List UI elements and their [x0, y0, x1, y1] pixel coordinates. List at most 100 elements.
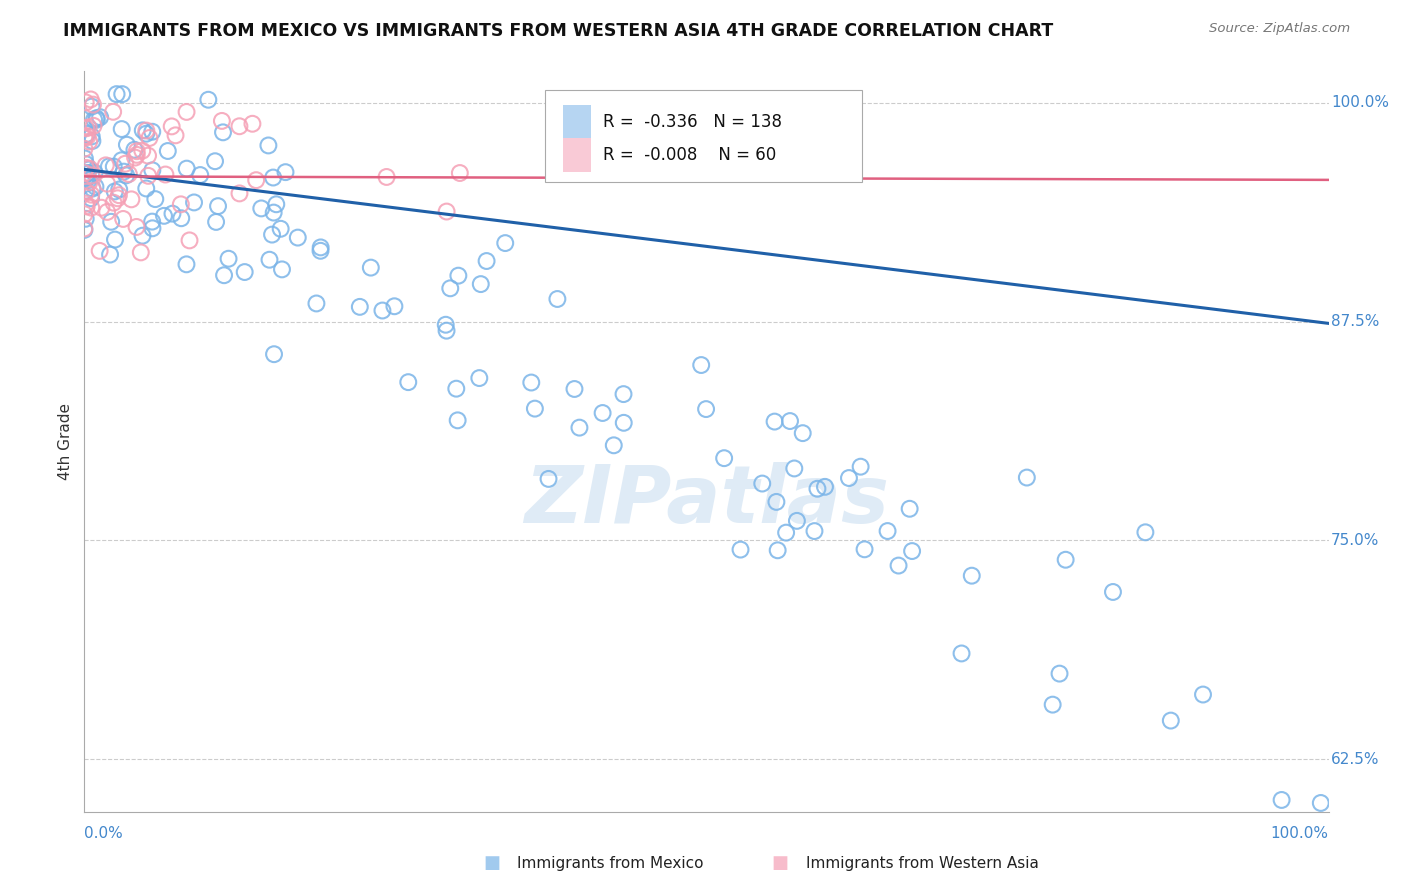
Point — [447, 268, 470, 283]
Point — [110, 153, 132, 168]
Point — [73, 142, 96, 156]
Point — [228, 120, 250, 134]
Point — [80, 191, 103, 205]
Point — [75, 170, 97, 185]
Point — [434, 318, 457, 332]
Point — [104, 233, 127, 247]
Point — [73, 152, 96, 166]
Point — [176, 104, 198, 119]
Point — [197, 93, 219, 107]
Point — [814, 480, 837, 494]
Point — [114, 157, 136, 171]
Point — [564, 382, 586, 396]
Point — [156, 144, 179, 158]
Point — [153, 209, 176, 223]
Point — [80, 169, 103, 183]
Point — [1135, 525, 1157, 540]
Point — [901, 544, 924, 558]
Point — [371, 303, 394, 318]
Point — [876, 524, 898, 538]
Point — [783, 461, 806, 475]
Point — [141, 125, 163, 139]
Point — [309, 244, 332, 258]
Point — [375, 169, 398, 184]
Point — [79, 175, 101, 189]
Point — [135, 181, 157, 195]
Point — [207, 199, 229, 213]
Point — [80, 187, 103, 202]
Point — [101, 104, 124, 119]
Point — [384, 299, 406, 313]
Point — [257, 138, 280, 153]
Point — [775, 525, 797, 540]
Point — [439, 281, 461, 295]
Point — [1054, 553, 1077, 567]
Point — [612, 387, 634, 401]
Text: ■: ■ — [484, 855, 501, 872]
Point — [107, 191, 129, 205]
Point — [73, 223, 96, 237]
Point — [592, 406, 614, 420]
Point — [204, 154, 226, 169]
Point — [211, 114, 233, 128]
Point — [468, 371, 491, 385]
Point — [125, 219, 148, 234]
Point — [271, 262, 294, 277]
Point — [766, 543, 789, 558]
Point — [75, 185, 97, 199]
Point — [76, 129, 98, 144]
Point — [898, 501, 921, 516]
Point — [263, 205, 285, 219]
Point — [77, 135, 100, 149]
Point — [73, 207, 96, 221]
Point — [86, 112, 108, 126]
Point — [218, 252, 240, 266]
Point — [129, 245, 152, 260]
Point — [803, 524, 825, 538]
Point — [568, 420, 591, 434]
Point — [82, 97, 104, 112]
Text: 0.0%: 0.0% — [84, 826, 124, 841]
Point — [143, 192, 166, 206]
Bar — [564, 138, 591, 171]
Point — [131, 144, 153, 158]
Point — [520, 376, 543, 390]
Point — [233, 265, 256, 279]
Point — [396, 375, 419, 389]
Point — [76, 127, 98, 141]
Text: Immigrants from Mexico: Immigrants from Mexico — [517, 856, 704, 871]
Point — [212, 125, 235, 139]
Point — [887, 558, 910, 573]
Point — [960, 568, 983, 582]
Point — [104, 185, 127, 199]
Point — [449, 166, 471, 180]
Point — [950, 647, 973, 661]
Point — [786, 514, 808, 528]
Point — [765, 495, 787, 509]
Point — [613, 416, 636, 430]
Point — [105, 87, 128, 102]
Point — [436, 204, 458, 219]
Point — [212, 268, 235, 283]
Text: 62.5%: 62.5% — [1331, 752, 1379, 767]
Point — [111, 122, 134, 136]
Point — [242, 117, 264, 131]
Point — [690, 358, 713, 372]
Point — [108, 188, 131, 202]
Text: 87.5%: 87.5% — [1331, 314, 1379, 329]
Text: Immigrants from Western Asia: Immigrants from Western Asia — [806, 856, 1039, 871]
Point — [1192, 688, 1215, 702]
Point — [309, 240, 332, 254]
Point — [135, 127, 157, 141]
Point — [165, 128, 187, 143]
Point — [160, 120, 183, 134]
Text: ZIPatlas: ZIPatlas — [524, 462, 889, 540]
Bar — [564, 105, 591, 138]
Point — [179, 233, 201, 247]
Point — [75, 211, 97, 226]
Point — [751, 476, 773, 491]
Point — [79, 161, 101, 176]
Point — [266, 197, 288, 211]
Point — [176, 161, 198, 176]
Point — [270, 221, 292, 235]
